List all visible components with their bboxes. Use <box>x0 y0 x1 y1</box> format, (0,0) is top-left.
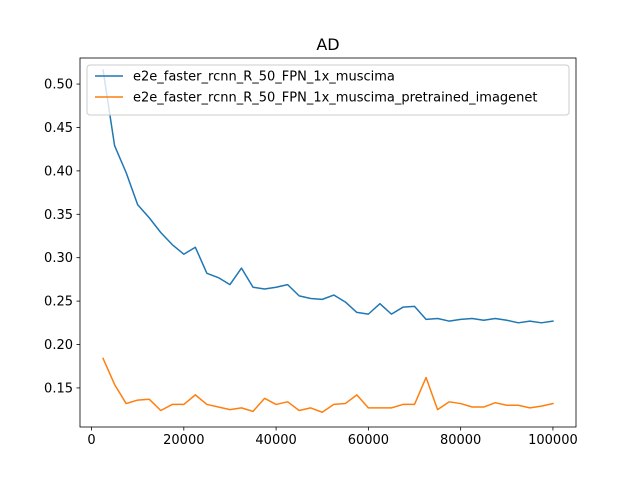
chart-title: AD <box>316 35 339 54</box>
x-tick-label: 100000 <box>528 433 578 448</box>
y-tick-label: 0.30 <box>44 251 73 266</box>
y-tick-label: 0.35 <box>44 208 73 223</box>
y-tick-label: 0.45 <box>44 121 73 136</box>
legend-label-2: e2e_faster_rcnn_R_50_FPN_1x_muscima_pret… <box>133 91 538 106</box>
x-tick-label: 0 <box>87 433 95 448</box>
legend-label-1: e2e_faster_rcnn_R_50_FPN_1x_muscima <box>133 70 395 85</box>
y-tick-label: 0.40 <box>44 164 73 179</box>
x-tick-label: 80000 <box>440 433 481 448</box>
series-layer <box>102 69 554 413</box>
legend-box <box>86 64 570 116</box>
y-tick-label: 0.20 <box>44 338 73 353</box>
x-tick-label: 60000 <box>348 433 389 448</box>
series-line-1 <box>102 69 554 324</box>
legend: e2e_faster_rcnn_R_50_FPN_1x_muscima e2e_f… <box>86 64 570 116</box>
y-tick-label: 0.15 <box>44 381 73 396</box>
plot-frame <box>79 57 577 428</box>
x-tick-label: 40000 <box>255 433 296 448</box>
axes-layer: 0 20000 40000 60000 80000 100000 0.15 0.20 0.25 0… <box>44 57 578 448</box>
x-tick-label: 20000 <box>163 433 204 448</box>
series-line-2 <box>102 357 554 413</box>
y-tick-label: 0.50 <box>44 78 73 93</box>
y-tick-label: 0.25 <box>44 295 73 310</box>
